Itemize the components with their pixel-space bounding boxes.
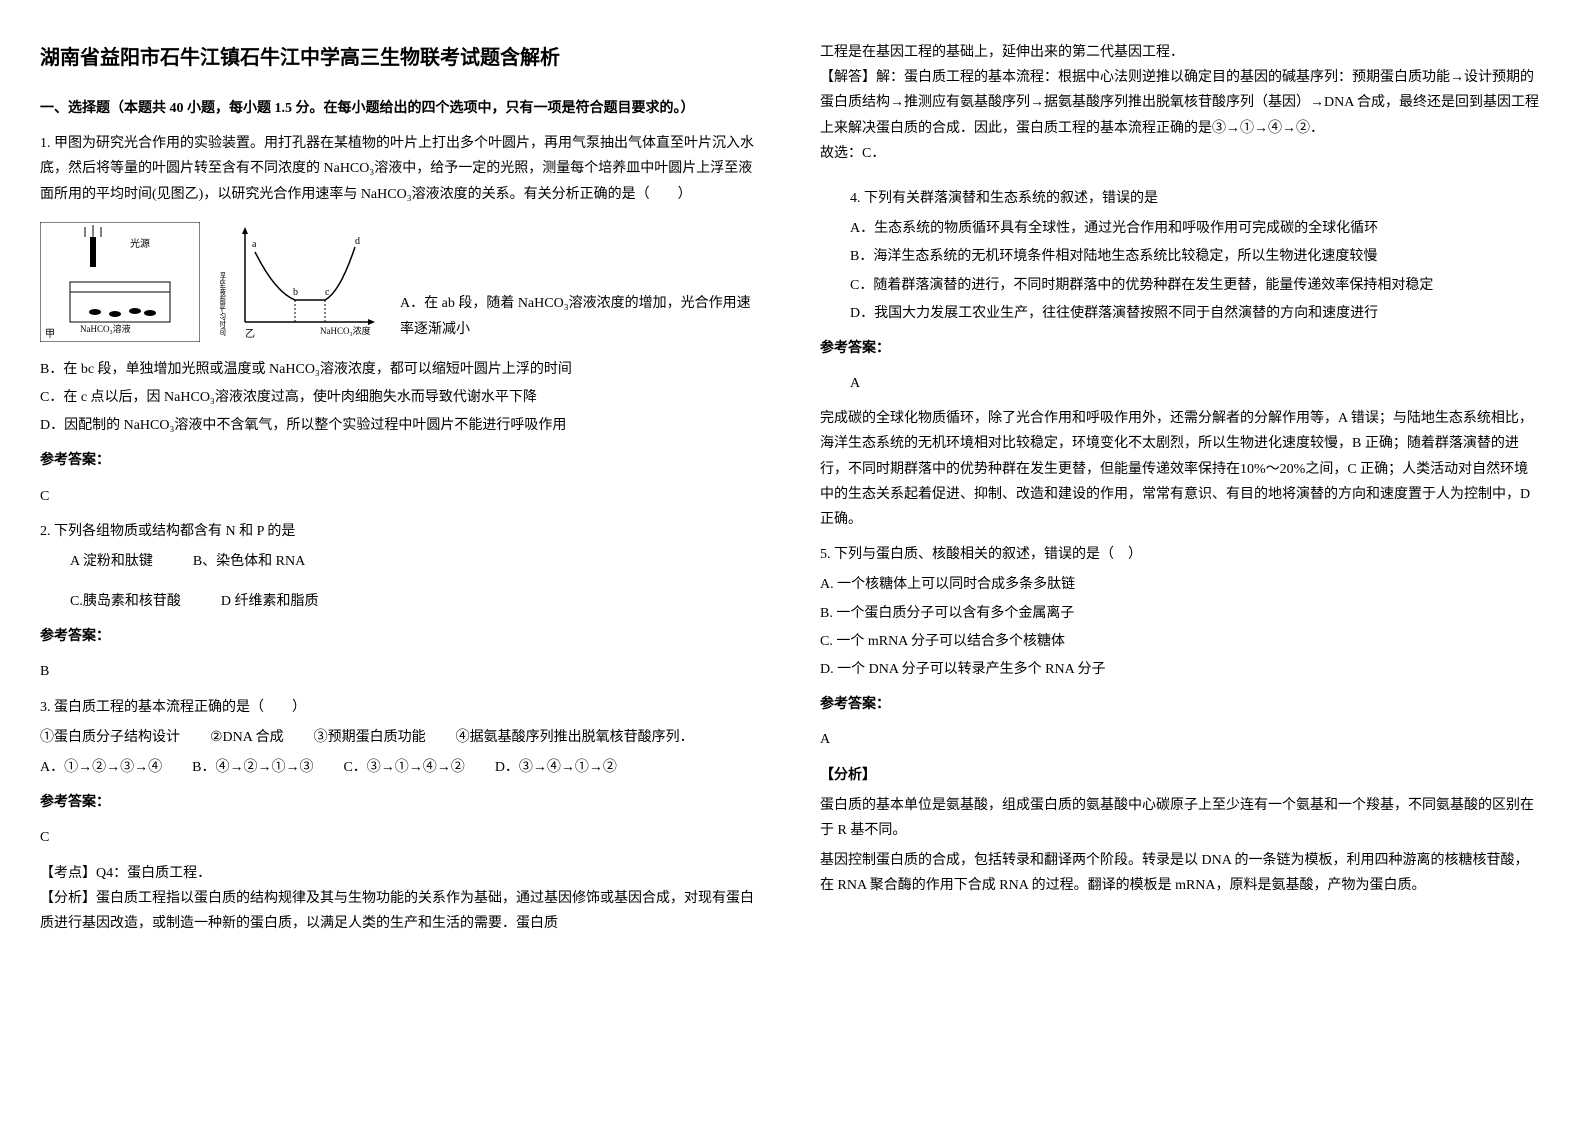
q3-jieda-row: 【解答】解：蛋白质工程的基本流程：根据中心法则逆推以确定目的基因的碱基序列：预期… [820,65,1540,141]
diagram-b-container: a b c d 浮至液面平均时间 NaHCO₃浓度 乙 [220,222,380,342]
left-column: 湖南省益阳市石牛江镇石牛江中学高三生物联考试题含解析 一、选择题（本题共 40 … [40,40,760,946]
q3-optB: B．④→②→①→③ [192,755,313,780]
q3-jieda: 解：蛋白质工程的基本流程：根据中心法则逆推以确定目的基因的碱基序列：预期蛋白质功… [820,70,1539,135]
question-5: 5. 下列与蛋白质、核酸相关的叙述，错误的是（ ） A. 一个核糖体上可以同时合… [820,542,1540,898]
q2-optA: A 淀粉和肽键 [70,549,153,574]
q5-optB: B. 一个蛋白质分子可以含有多个金属离子 [820,601,1540,626]
svg-text:d: d [355,236,360,247]
diagram-b: a b c d 浮至液面平均时间 NaHCO₃浓度 乙 [220,222,380,342]
q1-optB: B．在 bc 段，单独增加光照或温度或 NaHCO₃溶液浓度，都可以缩短叶圆片上… [40,357,760,382]
q5-stem: 5. 下列与蛋白质、核酸相关的叙述，错误的是（ ） [820,542,1540,567]
q5-fenxi2: 基因控制蛋白质的合成，包括转录和翻译两个阶段。转录是以 DNA 的一条链为模板，… [820,848,1540,898]
q3-item4: ④据氨基酸序列推出脱氧核苷酸序列． [456,725,694,750]
right-column: 工程是在基因工程的基础上，延伸出来的第二代基因工程． 【解答】解：蛋白质工程的基… [820,40,1540,946]
q2-optB: B、染色体和 RNA [193,549,305,574]
q5-optC: C. 一个 mRNA 分子可以结合多个核糖体 [820,629,1540,654]
q3-answer-label: 参考答案： [40,790,760,815]
q4-optA: A．生态系统的物质循环具有全球性，通过光合作用和呼吸作用可完成碳的全球化循环 [850,216,1540,241]
q1-options: B．在 bc 段，单独增加光照或温度或 NaHCO₃溶液浓度，都可以缩短叶圆片上… [40,357,760,439]
q3-options: A．①→②→③→④ B．④→②→①→③ C．③→①→④→② D．③→④→①→② [40,755,760,780]
q4-answer: A [850,371,1540,396]
q4-optB: B．海洋生态系统的无机环境条件相对陆地生态系统比较稳定，所以生物进化速度较慢 [850,244,1540,269]
q3-item1: ①蛋白质分子结构设计 [40,725,180,750]
q1-stem: 1. 甲图为研究光合作用的实验装置。用打孔器在某植物的叶片上打出多个叶圆片，再用… [40,131,760,207]
svg-text:甲: 甲 [45,329,55,340]
q3-jieda-label: 【解答】 [820,70,876,85]
q4-optD: D．我国大力发展工农业生产，往往使群落演替按照不同于自然演替的方向和速度进行 [850,301,1540,326]
document-title: 湖南省益阳市石牛江镇石牛江中学高三生物联考试题含解析 [40,40,760,76]
q5-fenxi: 蛋白质的基本单位是氨基酸，组成蛋白质的氨基酸中心碳原子上至少连有一个氨基和一个羧… [820,793,1540,843]
q2-options: A 淀粉和肽键 B、染色体和 RNA C.胰岛素和核苷酸 D 纤维素和脂质 [70,549,760,614]
question-2: 2. 下列各组物质或结构都含有 N 和 P 的是 A 淀粉和肽键 B、染色体和 … [40,519,760,685]
q3-continuation: 工程是在基因工程的基础上，延伸出来的第二代基因工程． 【解答】解：蛋白质工程的基… [820,40,1540,166]
question-4: 4. 下列有关群落演替和生态系统的叙述，错误的是 A．生态系统的物质循环具有全球… [820,186,1540,532]
q2-stem: 2. 下列各组物质或结构都含有 N 和 P 的是 [40,519,760,544]
q3-kaodian: Q4：蛋白质工程． [96,866,211,881]
q5-options: A. 一个核糖体上可以同时合成多条多肽链 B. 一个蛋白质分子可以含有多个金属离… [820,572,1540,682]
q3-kaodian-row: 【考点】Q4：蛋白质工程． [40,861,760,886]
q5-optA: A. 一个核糖体上可以同时合成多条多肽链 [820,572,1540,597]
q1-answer-label: 参考答案： [40,448,760,473]
svg-text:c: c [325,287,330,298]
q3-fenxi: 蛋白质工程指以蛋白质的结构规律及其与生物功能的关系作为基础，通过基因修饰或基因合… [40,891,754,931]
q4-options: A．生态系统的物质循环具有全球性，通过光合作用和呼吸作用可完成碳的全球化循环 B… [850,216,1540,326]
diagram-a-container: 光源 NaHCO₃溶液 甲 [40,222,200,342]
svg-text:乙: 乙 [245,328,255,340]
q3-fenxi-row: 【分析】蛋白质工程指以蛋白质的结构规律及其与生物功能的关系作为基础，通过基因修饰… [40,886,760,936]
q3-item3: ③预期蛋白质功能 [314,725,426,750]
q4-answer-label: 参考答案： [820,336,1540,361]
q3-items: ①蛋白质分子结构设计 ②DNA 合成 ③预期蛋白质功能 ④据氨基酸序列推出脱氧核… [40,725,760,750]
q5-optD: D. 一个 DNA 分子可以转录产生多个 RNA 分子 [820,657,1540,682]
q1-diagrams: 光源 NaHCO₃溶液 甲 [40,222,760,342]
q3-optD: D．③→④→①→② [495,755,617,780]
q1-answer: C [40,484,760,509]
q3-stem: 3. 蛋白质工程的基本流程正确的是（ ） [40,695,760,720]
section-a-header: 一、选择题（本题共 40 小题，每小题 1.5 分。在每小题给出的四个选项中，只… [40,96,760,121]
q1-optC: C．在 c 点以后，因 NaHCO₃溶液浓度过高，使叶肉细胞失水而导致代谢水平下… [40,385,760,410]
q5-fenxi-label: 【分析】 [820,763,1540,788]
q2-optC: C.胰岛素和核苷酸 [70,589,181,614]
q1-optA-inline: A．在 ab 段，随着 NaHCO₃溶液浓度的增加，光合作用速率逐渐减小 [400,291,760,341]
q2-optD: D 纤维素和脂质 [221,589,319,614]
q3-item2: ②DNA 合成 [210,725,284,750]
page-container: 湖南省益阳市石牛江镇石牛江中学高三生物联考试题含解析 一、选择题（本题共 40 … [40,40,1540,946]
q3-answer: C [40,825,760,850]
svg-text:浮至液面平均时间: 浮至液面平均时间 [220,271,227,337]
diagram-a: 光源 NaHCO₃溶液 甲 [40,222,200,342]
question-1: 1. 甲图为研究光合作用的实验装置。用打孔器在某植物的叶片上打出多个叶圆片，再用… [40,131,760,509]
q1-optD: D．因配制的 NaHCO₃溶液中不含氧气，所以整个实验过程中叶圆片不能进行呼吸作… [40,413,760,438]
q3-cont: 工程是在基因工程的基础上，延伸出来的第二代基因工程． [820,40,1540,65]
svg-text:光源: 光源 [130,237,150,250]
q2-answer: B [40,659,760,684]
q5-answer: A [820,727,1540,752]
question-3: 3. 蛋白质工程的基本流程正确的是（ ） ①蛋白质分子结构设计 ②DNA 合成 … [40,695,760,937]
svg-text:a: a [252,239,257,250]
q3-optA: A．①→②→③→④ [40,755,162,780]
svg-text:NaHCO₃浓度: NaHCO₃浓度 [320,325,371,336]
q3-kaodian-label: 【考点】 [40,866,96,881]
q3-guxuan: 故选：C． [820,141,1540,166]
svg-text:NaHCO₃溶液: NaHCO₃溶液 [80,323,131,334]
svg-text:b: b [293,287,298,298]
q3-optC: C．③→①→④→② [343,755,464,780]
q4-optC: C．随着群落演替的进行，不同时期群落中的优势种群在发生更替，能量传递效率保持相对… [850,273,1540,298]
q5-answer-label: 参考答案： [820,692,1540,717]
q4-stem: 4. 下列有关群落演替和生态系统的叙述，错误的是 [850,186,1540,211]
q2-answer-label: 参考答案： [40,624,760,649]
q3-fenxi-label: 【分析】 [40,891,96,906]
q4-explain: 完成碳的全球化物质循环，除了光合作用和呼吸作用外，还需分解者的分解作用等，A 错… [820,406,1540,532]
